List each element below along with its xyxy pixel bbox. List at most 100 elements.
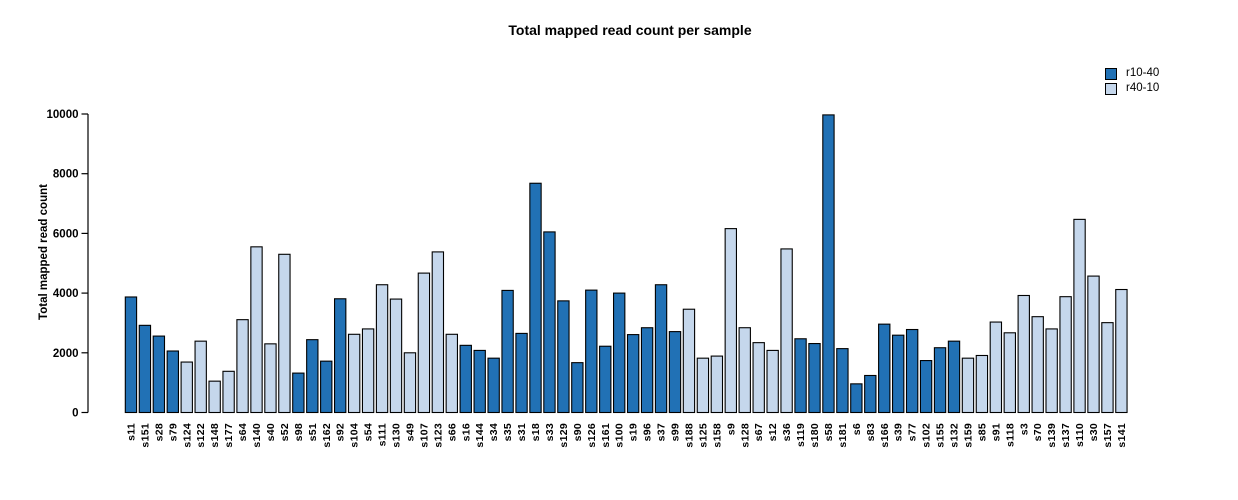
bar-s126: [585, 289, 598, 414]
bar-s70: [1031, 316, 1044, 414]
x-tick-label-s140: s140: [251, 423, 263, 448]
legend: r10-40 r40-10: [1105, 66, 1159, 96]
legend-item-r40-10: r40-10: [1105, 81, 1159, 96]
x-tick-label-s49: s49: [404, 423, 416, 441]
x-tick-label-s177: s177: [223, 423, 235, 448]
bar-s161: [599, 345, 612, 414]
bar-s159: [961, 357, 975, 414]
bar-s100: [612, 292, 626, 414]
legend-label-r40-10: r40-10: [1126, 81, 1160, 94]
x-tick-label-s158: s158: [711, 423, 723, 448]
bar-s124: [180, 361, 193, 414]
bar-s158: [710, 355, 724, 414]
x-tick-label-s36: s36: [781, 423, 793, 441]
bar-s85: [975, 354, 989, 414]
bar-s51: [306, 339, 319, 414]
bar-s58: [822, 114, 835, 414]
x-tick-label-s34: s34: [488, 423, 500, 441]
bar-s132: [947, 340, 961, 414]
bar-s19: [626, 334, 640, 414]
y-tick-label-2000: 2000: [53, 348, 79, 360]
x-tick-label-s39: s39: [893, 423, 905, 441]
bar-s139: [1045, 328, 1058, 414]
legend-item-r10-40: r10-40: [1105, 66, 1159, 81]
bar-s130: [389, 298, 403, 414]
x-tick-label-s107: s107: [418, 423, 430, 448]
x-tick-label-s104: s104: [349, 423, 361, 448]
x-tick-label-s122: s122: [195, 423, 207, 448]
x-tick-label-s67: s67: [753, 423, 765, 441]
y-axis-title: Total mapped read count: [38, 184, 50, 320]
x-tick-label-s40: s40: [265, 423, 277, 441]
legend-label-r10-40: r10-40: [1126, 66, 1160, 79]
x-tick-label-s30: s30: [1088, 423, 1100, 441]
bar-s67: [752, 342, 765, 414]
bar-s110: [1073, 218, 1086, 414]
x-tick-label-s181: s181: [837, 423, 849, 448]
bar-s102: [919, 360, 933, 414]
x-tick-label-s6: s6: [851, 423, 863, 435]
x-tick-label-s123: s123: [432, 423, 444, 448]
bar-s129: [557, 300, 570, 414]
x-tick-label-s99: s99: [670, 423, 682, 441]
bar-s40: [264, 343, 277, 414]
x-tick-label-s3: s3: [1018, 423, 1030, 435]
x-tick-label-s12: s12: [767, 423, 779, 441]
bar-s99: [668, 331, 682, 414]
bar-s111: [375, 284, 389, 414]
bar-s34: [487, 357, 500, 414]
bar-s181: [836, 348, 849, 414]
bar-s141: [1115, 288, 1128, 414]
bar-s37: [654, 284, 668, 414]
bar-s123: [431, 251, 445, 414]
bar-s31: [515, 332, 528, 414]
x-tick-label-s31: s31: [516, 423, 528, 441]
x-tick-label-s111: s111: [377, 423, 389, 446]
x-tick-label-s126: s126: [586, 423, 598, 448]
bar-s137: [1059, 296, 1072, 414]
y-tick-label-4000: 4000: [53, 288, 79, 300]
bar-s92: [333, 298, 347, 414]
y-tick-label-8000: 8000: [53, 169, 79, 181]
bar-s98: [292, 372, 305, 414]
x-tick-label-s11: s11: [125, 423, 137, 441]
x-tick-label-s18: s18: [530, 423, 542, 441]
bar-s155: [933, 347, 947, 414]
x-tick-label-s128: s128: [739, 423, 751, 448]
bar-s39: [891, 334, 905, 414]
x-tick-label-s51: s51: [307, 423, 319, 441]
x-tick-label-s70: s70: [1032, 423, 1044, 441]
x-tick-label-s19: s19: [628, 423, 640, 441]
x-tick-label-s166: s166: [879, 423, 891, 448]
bar-s140: [250, 246, 263, 414]
x-tick-label-s157: s157: [1102, 423, 1114, 448]
bar-s30: [1087, 275, 1100, 414]
x-tick-label-s188: s188: [683, 423, 695, 448]
y-tick-label-0: 0: [72, 408, 78, 420]
x-tick-label-s137: s137: [1060, 423, 1072, 448]
bar-s162: [320, 360, 333, 414]
bar-s118: [1003, 332, 1017, 414]
x-tick-label-s58: s58: [823, 423, 835, 441]
bar-s33: [543, 231, 556, 414]
x-tick-label-s64: s64: [237, 423, 249, 441]
y-tick-label-10000: 10000: [47, 109, 79, 121]
bar-s91: [989, 321, 1003, 414]
bar-s122: [194, 340, 207, 414]
x-tick-label-s77: s77: [907, 423, 919, 441]
x-tick-label-s37: s37: [656, 423, 668, 441]
bar-s180: [808, 342, 821, 414]
bar-s125: [696, 357, 710, 414]
bar-s3: [1017, 294, 1030, 414]
bar-s83: [864, 374, 877, 414]
y-tick-label-6000: 6000: [53, 228, 79, 240]
x-tick-label-s98: s98: [293, 423, 305, 441]
bar-s107: [417, 272, 431, 414]
x-tick-label-s159: s159: [962, 423, 974, 448]
bar-s28: [152, 335, 166, 414]
x-tick-label-s151: s151: [139, 423, 151, 448]
x-tick-label-s119: s119: [795, 423, 807, 447]
bar-s6: [850, 383, 863, 414]
x-tick-label-s129: s129: [558, 423, 570, 448]
